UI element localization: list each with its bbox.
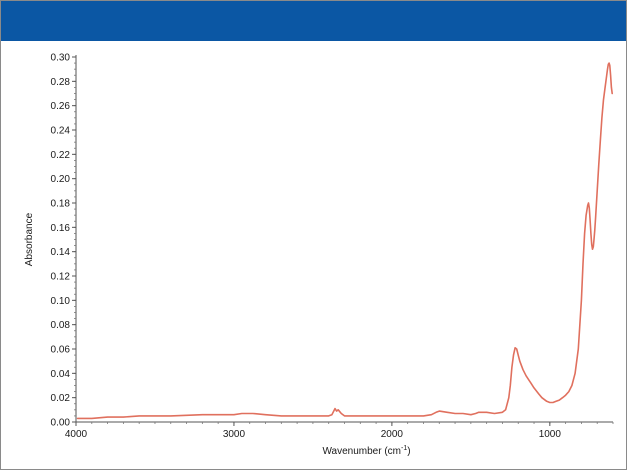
y-tick-label: 0.14 <box>51 247 71 258</box>
x-axis-title-suffix: ) <box>407 446 410 457</box>
series-line <box>76 62 614 420</box>
y-tick-label: 0.18 <box>51 199 71 210</box>
y-tick-label: 0.02 <box>51 393 71 404</box>
x-tick-label: 4000 <box>65 429 88 440</box>
y-axis-title: Absorbance <box>24 212 35 266</box>
y-tick-label: 0.24 <box>51 126 71 137</box>
y-tick-label: 0.06 <box>51 345 71 356</box>
y-tick-label: 0.22 <box>51 150 71 161</box>
y-tick-label: 0.10 <box>51 296 71 307</box>
y-tick-label: 0.16 <box>51 223 71 234</box>
series-layer <box>76 62 614 420</box>
y-tick-label: 0.30 <box>51 53 71 64</box>
x-tick-label: 1000 <box>539 429 562 440</box>
y-tick-label: 0.04 <box>51 369 71 380</box>
axes <box>75 55 613 423</box>
x-tick-label: 2000 <box>381 429 404 440</box>
x-axis-title: Wavenumber (cm-1) <box>322 445 410 457</box>
y-tick-label: 0.00 <box>51 418 71 429</box>
x-axis-title-superscript: -1 <box>401 445 407 452</box>
x-tick-label: 3000 <box>223 429 246 440</box>
x-axis-title-main: Wavenumber (cm <box>322 446 401 457</box>
y-tick-label: 0.08 <box>51 320 71 331</box>
y-tick-label: 0.28 <box>51 77 71 88</box>
ticks: 0.00 0.02 0.04 0.06 0.08 0.10 0.12 0.14 0.16 0.18… <box>51 53 614 440</box>
header-band <box>1 1 626 41</box>
y-tick-label: 0.26 <box>51 101 71 112</box>
y-tick-label: 0.20 <box>51 174 71 185</box>
y-tick-label: 0.12 <box>51 272 71 283</box>
